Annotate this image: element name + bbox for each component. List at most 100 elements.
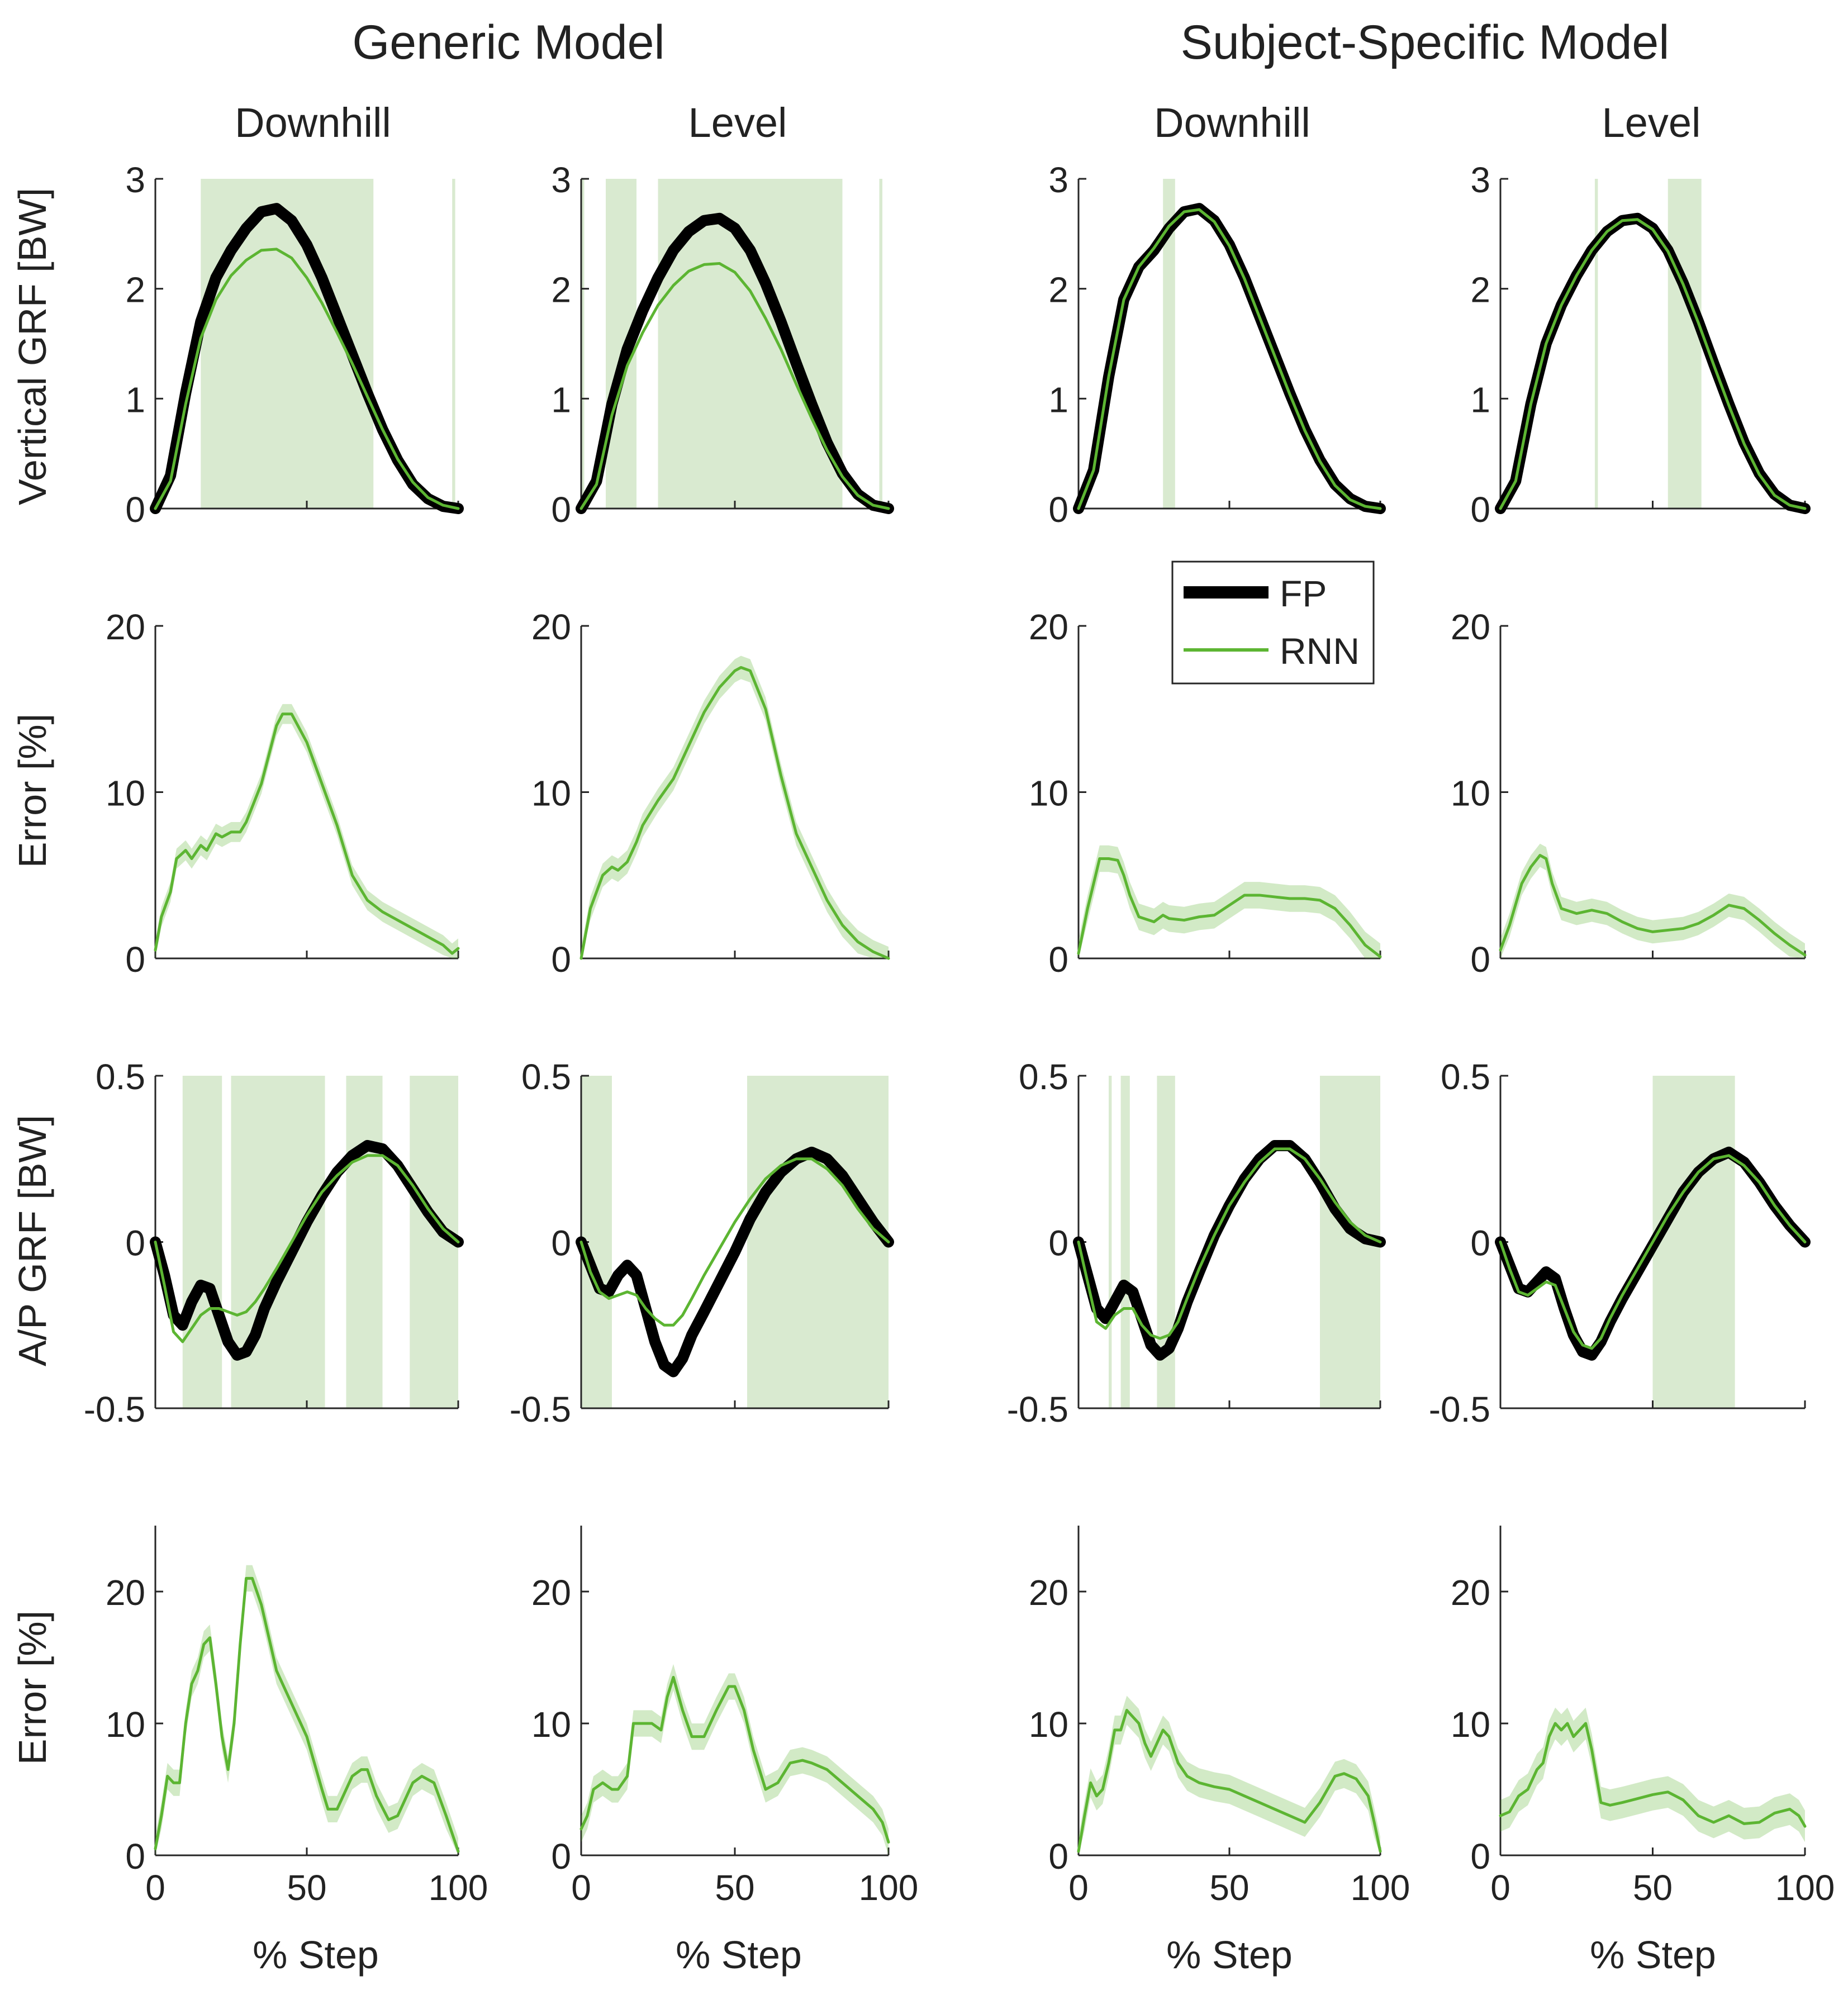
ytick-label-r1c4-2: 2 <box>1470 270 1490 310</box>
ylabel-vertical-grf: Vertical GRF [BW] <box>11 188 54 505</box>
xlabel-col-3: % Step <box>1166 1933 1293 1977</box>
ytick-label-r2c2-0: 0 <box>551 939 571 980</box>
ytick-label-r4c1-1: 10 <box>106 1704 145 1745</box>
error-spread-band-r2c3 <box>1079 845 1380 958</box>
error-spread-band-r4c3 <box>1079 1695 1380 1855</box>
rnn-line-r4c2 <box>579 1675 890 1844</box>
rnn-line-r2c4 <box>1499 854 1807 957</box>
panel-r3c1: -0.5 0 0.5 <box>84 1057 464 1429</box>
panel-r2c4: 0 10 20 <box>1451 607 1807 980</box>
ytick-label-r2c2-1: 10 <box>531 773 571 814</box>
significance-band-r1c4-1 <box>1594 179 1598 509</box>
rnn-line-r1c3 <box>1077 208 1382 510</box>
panel-r2c3: 0 10 20 <box>1029 607 1382 980</box>
ytick-label-r1c3-2: 2 <box>1048 270 1068 310</box>
rnn-line-r2c1 <box>154 713 460 955</box>
panel-r3c4: -0.5 0 0.5 <box>1429 1057 1811 1429</box>
ytick-label-r3c2-2: 0.5 <box>521 1057 571 1097</box>
fp-line-r1c4 <box>1495 212 1811 514</box>
ytick-label-r2c1-1: 10 <box>106 773 145 814</box>
ytick-label-r1c3-1: 1 <box>1048 379 1068 420</box>
ytick-label-r3c3-1: 0 <box>1048 1223 1068 1264</box>
ytick-label-r3c3-0: -0.5 <box>1007 1389 1068 1429</box>
ytick-label-r4c1-0: 0 <box>125 1836 145 1877</box>
panel-r3c2: -0.5 0 0.5 <box>510 1057 894 1429</box>
ytick-label-r3c4-1: 0 <box>1470 1223 1490 1264</box>
ytick-label-r1c4-3: 3 <box>1470 160 1490 200</box>
legend-fp-label: FP <box>1280 573 1327 614</box>
ytick-label-r1c1-3: 3 <box>125 160 145 200</box>
significance-band-r1c3-1 <box>1163 179 1175 509</box>
xlabel-col-1: % Step <box>253 1933 379 1977</box>
significance-band-r3c1-2 <box>231 1076 325 1408</box>
fp-line-r1c3 <box>1073 203 1386 514</box>
ytick-label-r2c3-1: 10 <box>1029 773 1068 814</box>
panel-r4c3: 0 10 20 0 50 100 <box>1029 1526 1410 1908</box>
significance-band-r1c2-4 <box>879 179 882 509</box>
xtick-label-r4c1-2: 100 <box>429 1868 488 1908</box>
ytick-label-r2c3-2: 20 <box>1029 607 1068 647</box>
xtick-label-r4c1-1: 50 <box>287 1868 326 1908</box>
ytick-label-r2c2-2: 20 <box>531 607 571 647</box>
panel-r2c2: 0 10 20 <box>531 607 890 980</box>
significance-band-r3c3-2 <box>1120 1076 1130 1408</box>
error-spread-band-r2c1 <box>155 704 458 958</box>
ytick-label-r2c4-0: 0 <box>1470 939 1490 980</box>
ytick-label-r1c2-1: 1 <box>551 379 571 420</box>
rnn-line-r1c2 <box>579 262 890 510</box>
ytick-label-r1c2-3: 3 <box>551 160 571 200</box>
rnn-line-r4c4 <box>1499 1722 1807 1828</box>
rnn-line-r1c1 <box>154 248 460 510</box>
panel-r1c1: 0 1 2 3 <box>125 160 464 530</box>
significance-band-r3c4-1 <box>1652 1076 1735 1408</box>
error-spread-band-r4c1 <box>155 1565 458 1855</box>
panel-r2c1: 0 10 20 <box>106 607 460 980</box>
significance-band-r1c4-2 <box>1668 179 1702 509</box>
ytick-label-r4c4-1: 10 <box>1451 1704 1490 1745</box>
panel-r1c4: 0 1 2 3 <box>1470 160 1811 530</box>
significance-band-r3c2-2 <box>747 1076 889 1408</box>
legend: FP RNN <box>1171 561 1375 685</box>
significance-band-r3c1-1 <box>182 1076 222 1408</box>
xtick-label-r4c4-1: 50 <box>1633 1868 1673 1908</box>
ytick-label-r2c3-0: 0 <box>1048 939 1068 980</box>
title-subject-specific-model: Subject-Specific Model <box>1181 16 1670 69</box>
ytick-label-r2c1-2: 20 <box>106 607 145 647</box>
ytick-label-r1c1-0: 0 <box>125 490 145 530</box>
ytick-label-r3c1-0: -0.5 <box>84 1389 145 1429</box>
xtick-label-r4c2-0: 0 <box>571 1868 591 1908</box>
ytick-label-r4c3-0: 0 <box>1048 1836 1068 1877</box>
ytick-label-r1c1-1: 1 <box>125 379 145 420</box>
xtick-label-r4c3-2: 100 <box>1351 1868 1410 1908</box>
fp-line-r1c2 <box>576 212 894 514</box>
ytick-label-r1c2-2: 2 <box>551 270 571 310</box>
panel-r1c2: 0 1 2 3 <box>551 160 894 530</box>
title-generic-model: Generic Model <box>352 16 664 69</box>
xtick-label-r4c2-1: 50 <box>715 1868 754 1908</box>
ytick-label-r1c4-0: 0 <box>1470 490 1490 530</box>
error-spread-band-r4c2 <box>581 1664 889 1855</box>
rnn-line-r1c4 <box>1499 218 1807 510</box>
error-spread-band-r4c4 <box>1500 1707 1805 1842</box>
column-label-subject-level: Level <box>1602 99 1701 146</box>
ytick-label-r3c4-2: 0.5 <box>1441 1057 1490 1097</box>
xtick-label-r4c3-1: 50 <box>1209 1868 1249 1908</box>
panel-r1c3: 0 1 2 3 <box>1048 160 1386 530</box>
error-spread-band-r2c4 <box>1500 843 1805 958</box>
ytick-label-r4c2-0: 0 <box>551 1836 571 1877</box>
significance-band-r3c3-1 <box>1109 1076 1112 1408</box>
significance-band-r1c2-1 <box>581 179 585 509</box>
legend-box <box>1171 561 1375 685</box>
ytick-label-r1c3-3: 3 <box>1048 160 1068 200</box>
legend-rnn-label: RNN <box>1280 630 1360 672</box>
panel-r3c3: -0.5 0 0.5 <box>1007 1057 1386 1429</box>
ytick-label-r4c2-2: 20 <box>531 1573 571 1613</box>
panel-r4c4: 0 10 20 0 50 100 <box>1451 1526 1835 1908</box>
ytick-label-r4c4-2: 20 <box>1451 1573 1490 1613</box>
ytick-label-r3c4-0: -0.5 <box>1429 1389 1490 1429</box>
fp-line-r3c4 <box>1495 1146 1811 1361</box>
xtick-label-r4c4-0: 0 <box>1490 1868 1510 1908</box>
ylabel-error-vertical: Error [%] <box>11 714 54 868</box>
ytick-label-r3c1-2: 0.5 <box>96 1057 145 1097</box>
